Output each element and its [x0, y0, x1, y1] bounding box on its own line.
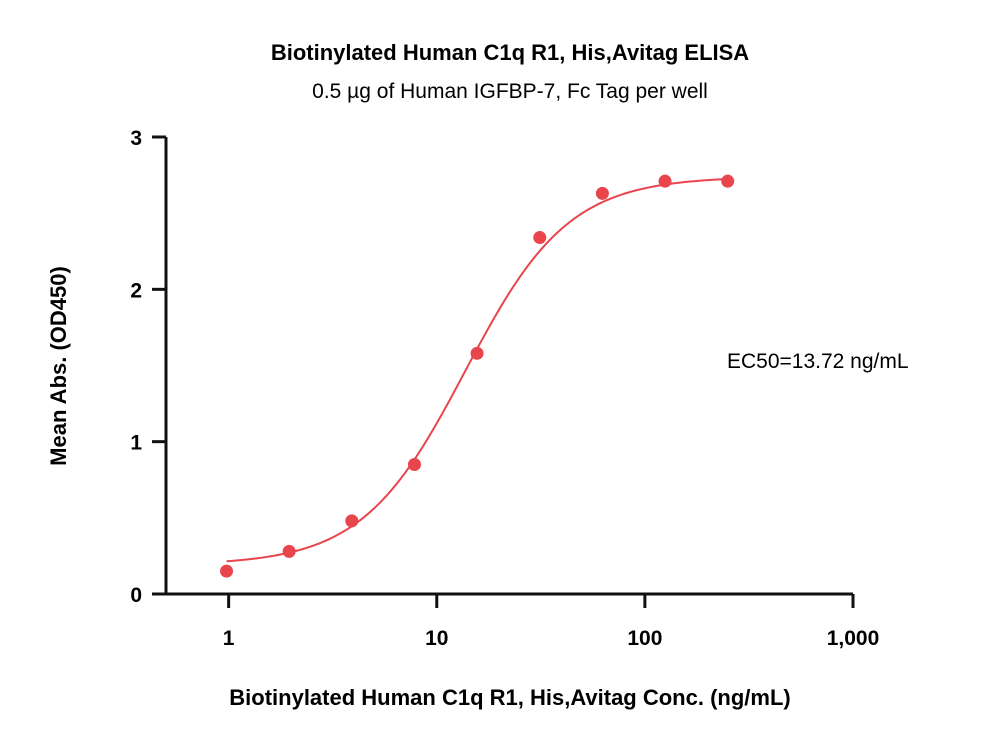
axes — [164, 137, 853, 596]
data-point — [220, 564, 234, 578]
x-tick-label: 10 — [425, 627, 448, 650]
y-tick-label: 1 — [130, 432, 142, 455]
ec50-annotation: EC50=13.72 ng/mL — [727, 350, 909, 373]
data-point — [658, 174, 672, 188]
data-point — [595, 186, 609, 200]
data-point — [282, 544, 296, 558]
y-tick-label: 3 — [130, 127, 142, 150]
data-points — [220, 174, 735, 578]
x-axis-title: Biotinylated Human C1q R1, His,Avitag Co… — [229, 685, 790, 710]
data-point — [721, 174, 735, 188]
fit-curve — [226, 178, 728, 563]
chart-title: Biotinylated Human C1q R1, His,Avitag EL… — [271, 40, 749, 65]
y-tick-label: 2 — [130, 279, 142, 302]
data-point — [345, 514, 359, 528]
data-point — [407, 458, 421, 472]
y-axis-title: Mean Abs. (OD450) — [46, 266, 71, 466]
x-tick-label: 1 — [223, 627, 235, 650]
ticks: 0 1 2 3 1 10 100 1,000 — [130, 127, 879, 650]
x-tick-label: 100 — [627, 627, 662, 650]
y-tick-label: 0 — [130, 584, 142, 607]
chart-subtitle: 0.5 µg of Human IGFBP-7, Fc Tag per well — [312, 80, 708, 103]
data-point — [533, 231, 547, 245]
x-tick-label: 1,000 — [827, 627, 880, 650]
data-point — [470, 346, 484, 360]
